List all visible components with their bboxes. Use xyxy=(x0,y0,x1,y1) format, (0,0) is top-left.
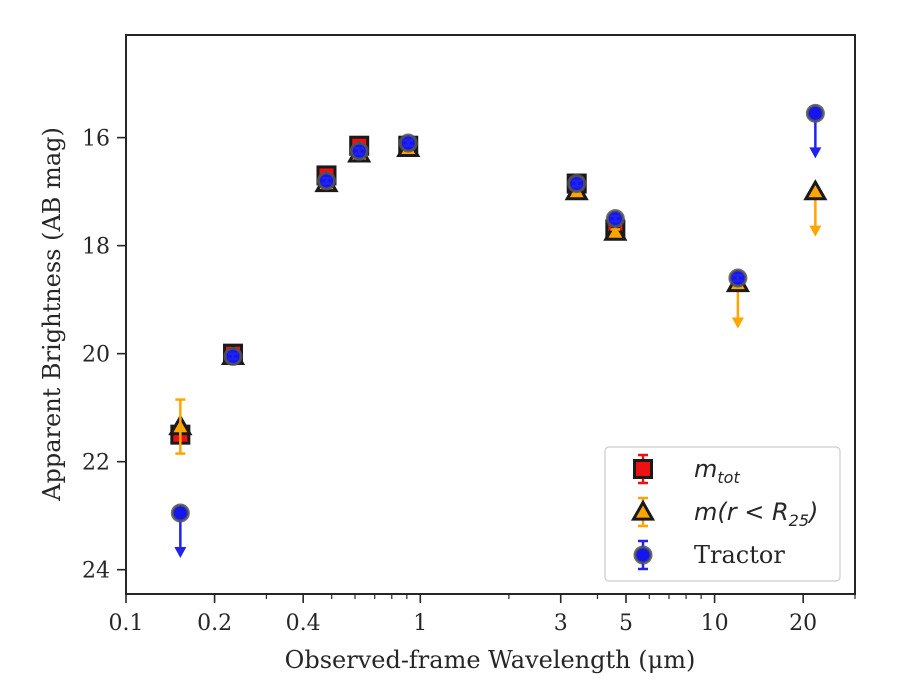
plot-series xyxy=(168,103,828,558)
x-tick-label: 3 xyxy=(554,611,568,636)
upper-limit-arrowhead xyxy=(174,546,187,558)
y-axis-label: Apparent Brightness (AB mag) xyxy=(38,127,66,502)
y-tick-label: 18 xyxy=(82,235,110,260)
y-tick-label: 24 xyxy=(82,559,110,584)
legend-label: Tractor xyxy=(694,541,785,569)
data-point xyxy=(170,503,190,523)
x-axis-ticks: 0.1 0.2 0.4 1 3 5 10 20 xyxy=(109,594,856,636)
legend: mtot m(r < R25) Tractor xyxy=(604,446,841,582)
legend-label: mtot xyxy=(694,455,740,487)
x-tick-label: 0.2 xyxy=(197,611,232,636)
legend-box xyxy=(604,446,841,582)
upper-limit-arrowhead xyxy=(731,317,744,329)
y-tick-label: 16 xyxy=(82,127,110,152)
upper-limit-arrowhead xyxy=(809,225,822,237)
x-tick-label: 10 xyxy=(701,611,729,636)
data-point xyxy=(805,103,825,123)
series-circle xyxy=(170,103,825,558)
x-tick-label: 5 xyxy=(619,611,633,636)
x-axis-label: Observed-frame Wavelength (μm) xyxy=(285,646,696,674)
x-tick-label: 20 xyxy=(789,611,817,636)
y-tick-label: 20 xyxy=(82,343,110,368)
x-tick-label: 0.1 xyxy=(109,611,144,636)
legend-marker xyxy=(633,459,653,479)
legend-label: m(r < R25) xyxy=(694,498,818,530)
legend-marker xyxy=(633,545,653,565)
y-axis-ticks: 16 18 20 22 24 xyxy=(82,127,126,584)
x-tick-label: 0.4 xyxy=(286,611,321,636)
y-tick-label: 22 xyxy=(82,451,110,476)
x-tick-label: 1 xyxy=(413,611,427,636)
upper-limit-arrowhead xyxy=(809,147,822,159)
legend-marker xyxy=(630,499,656,521)
data-point xyxy=(803,179,828,201)
